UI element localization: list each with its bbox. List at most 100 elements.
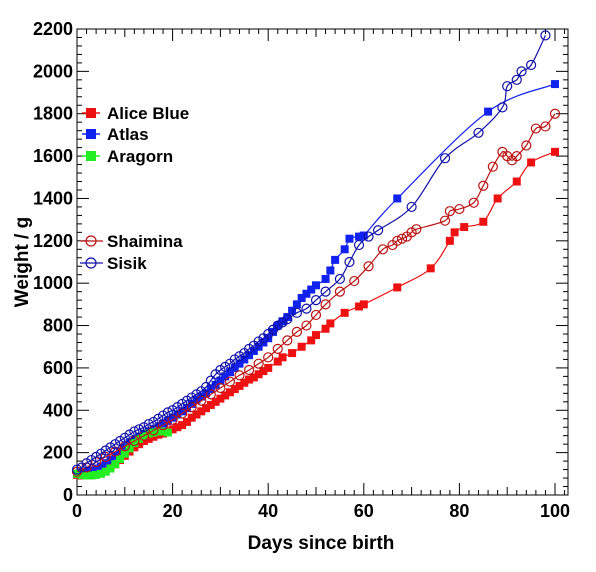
data-point-atlas [326, 266, 335, 275]
data-point-alice-blue [426, 264, 435, 273]
data-point-atlas [340, 245, 349, 254]
y-tick-label: 1800 [33, 104, 73, 124]
data-point-shaimina [282, 335, 293, 346]
data-point-alice-blue [192, 410, 201, 419]
series-line-sisik [76, 35, 546, 471]
series-shaimina [71, 108, 561, 477]
data-point-shaimina [411, 224, 422, 235]
data-point-alice-blue [307, 336, 316, 345]
data-point-sisik [282, 314, 293, 325]
data-point-sisik [353, 239, 365, 251]
data-point-atlas [159, 420, 168, 429]
data-point-atlas [206, 385, 215, 394]
y-tick-label: 600 [43, 358, 73, 378]
data-point-shaimina [511, 150, 522, 162]
series-sisik [71, 30, 551, 475]
data-point-atlas [211, 380, 220, 389]
data-point-aragorn [159, 427, 168, 436]
data-point-sisik [162, 407, 173, 418]
data-point-shaimina [253, 358, 264, 369]
data-point-shaimina [243, 364, 255, 376]
data-point-atlas [278, 317, 287, 326]
data-point-aragorn [106, 464, 115, 473]
series-layer [71, 30, 561, 480]
data-point-alice-blue [340, 308, 349, 317]
data-point-alice-blue [359, 300, 368, 309]
data-point-atlas [355, 232, 364, 241]
data-point-aragorn [96, 469, 105, 478]
data-point-alice-blue [182, 417, 191, 426]
data-point-alice-blue [450, 228, 459, 237]
data-point-alice-blue [259, 367, 268, 376]
data-point-sisik [473, 127, 484, 138]
data-point-shaimina [530, 123, 541, 134]
data-point-atlas [292, 300, 301, 309]
y-tick-label: 1000 [33, 273, 73, 293]
y-tick-label: 0 [63, 485, 73, 505]
data-point-atlas [345, 234, 354, 243]
data-point-alice-blue [173, 423, 182, 432]
y-axis-title: Weight / g [12, 217, 33, 307]
y-tick-label: 400 [43, 400, 73, 420]
data-point-sisik [320, 286, 331, 297]
data-point-atlas [187, 399, 196, 408]
legend-marker-shaimina [85, 235, 97, 247]
data-point-sisik [143, 418, 154, 430]
data-point-alice-blue [551, 147, 559, 156]
data-point-alice-blue [235, 381, 244, 390]
data-point-alice-blue [460, 223, 469, 232]
data-point-alice-blue [206, 400, 215, 409]
data-point-alice-blue [479, 217, 488, 226]
data-point-atlas [331, 255, 340, 264]
legend: Alice Blue Atlas Aragorn Shaimina Sisik [80, 104, 189, 273]
x-axis-tick-labels: 0 20 40 60 80 100 [72, 501, 570, 521]
data-point-shaimina [291, 326, 302, 337]
legend-marker-atlas [86, 129, 96, 139]
data-point-atlas [168, 413, 177, 422]
data-point-atlas [245, 351, 254, 360]
data-point-alice-blue [297, 342, 306, 351]
data-point-alice-blue [149, 432, 158, 441]
legend-label-atlas: Atlas [107, 125, 149, 144]
data-point-atlas [92, 464, 101, 473]
data-point-alice-blue [230, 385, 239, 394]
data-point-alice-blue [216, 394, 225, 403]
legend-label-sisik: Sisik [107, 254, 147, 273]
y-tick-label: 2200 [33, 19, 73, 39]
data-point-alice-blue [202, 404, 211, 413]
data-point-alice-blue [178, 421, 187, 430]
data-point-alice-blue [273, 357, 282, 366]
data-point-shaimina [272, 343, 283, 354]
data-point-sisik [71, 464, 83, 475]
data-point-atlas [230, 363, 239, 372]
data-point-aragorn [77, 470, 86, 479]
data-point-alice-blue [144, 434, 153, 443]
legend-label-aragorn: Aragorn [107, 147, 173, 166]
data-point-aragorn [116, 454, 125, 463]
legend-item-sisik: Sisik [80, 254, 147, 273]
data-point-alice-blue [326, 319, 335, 328]
data-point-shaimina [205, 389, 216, 400]
data-point-sisik [540, 30, 551, 41]
data-point-atlas [551, 80, 559, 89]
data-point-alice-blue [240, 378, 249, 387]
data-point-atlas [221, 372, 230, 381]
data-point-aragorn [163, 428, 172, 437]
data-point-shaimina [234, 370, 245, 381]
plot-frame [76, 28, 569, 496]
data-point-atlas [393, 194, 402, 203]
x-tick-label: 0 [72, 501, 82, 521]
data-point-alice-blue [254, 370, 263, 379]
data-point-alice-blue [135, 440, 144, 449]
data-point-aragorn [101, 467, 110, 476]
data-point-shaimina [549, 108, 561, 119]
data-point-alice-blue [130, 443, 139, 452]
data-point-shaimina [468, 197, 479, 208]
data-point-sisik [291, 307, 302, 318]
data-point-atlas [87, 466, 96, 475]
data-point-shaimina [396, 233, 408, 244]
data-point-atlas [268, 327, 277, 336]
data-point-alice-blue [512, 177, 521, 186]
data-point-shaimina [454, 203, 465, 215]
data-point-shaimina [521, 140, 532, 151]
